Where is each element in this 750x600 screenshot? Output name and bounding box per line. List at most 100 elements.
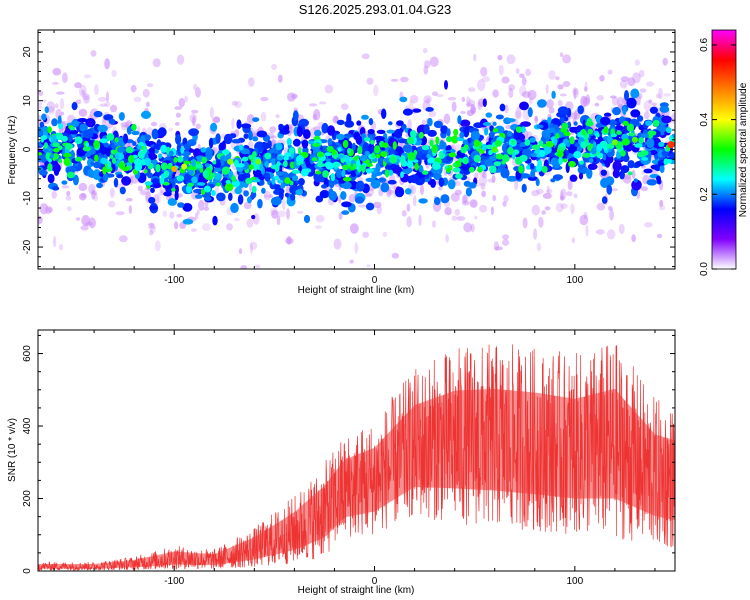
spectrogram-band-cell (380, 182, 390, 193)
spectrogram-core-cell (364, 150, 370, 157)
spectrogram-hot-cell (611, 139, 618, 146)
spectrogram-band-cell (71, 120, 79, 126)
spectrogram-halo-cell (51, 190, 57, 199)
spectrogram-core-cell (460, 146, 467, 154)
spectrogram-core-cell (352, 163, 357, 170)
spectrogram-core-cell (109, 154, 114, 159)
spectrogram-core-cell (652, 119, 660, 127)
spectrogram-x-tick-label: -100 (164, 275, 184, 286)
spectrogram-core-cell (277, 179, 284, 184)
spectrogram-halo-cell (493, 241, 499, 251)
spectrogram-core-cell (322, 170, 329, 178)
spectrogram-core-cell (188, 169, 195, 176)
spectrogram-core-cell (171, 187, 176, 192)
spectrogram-core-cell (561, 122, 569, 130)
spectrogram-core-cell (622, 120, 629, 126)
spectrogram-halo-cell (560, 203, 568, 210)
spectrogram-band-cell (633, 178, 638, 183)
spectrogram-halo-cell (610, 95, 617, 99)
spectrogram-band-cell (368, 118, 374, 126)
spectrogram-halo-cell (76, 217, 81, 221)
spectrogram-band-cell (215, 133, 221, 144)
spectrogram-band-cell (355, 134, 363, 145)
spectrogram-core-cell (311, 157, 318, 162)
spectrogram-halo-cell (174, 106, 183, 110)
spectrogram-band-cell (354, 196, 365, 204)
colorbar-tick-label: 0.4 (699, 112, 710, 126)
spectrogram-core-cell (241, 156, 249, 162)
spectrogram-band-cell (177, 202, 185, 208)
spectrogram-halo-cell (420, 183, 424, 196)
spectrogram-band-cell (231, 138, 242, 144)
spectrogram-peak-cell (667, 141, 675, 149)
spectrogram-halo-cell (364, 193, 373, 198)
spectrogram-halo-cell (445, 234, 449, 243)
spectrogram-halo-cell (468, 87, 476, 92)
spectrogram-core-cell (453, 128, 459, 136)
spectrogram-halo-cell (521, 91, 531, 98)
spectrogram-band-cell (484, 158, 493, 167)
spectrogram-core-cell (114, 137, 119, 143)
spectrogram-core-cell (559, 142, 566, 148)
spectrogram-band-cell (174, 184, 179, 194)
spectrogram-core-cell (286, 138, 292, 146)
spectrogram-band-cell (444, 80, 448, 90)
spectrogram-band-cell (485, 112, 493, 118)
spectrogram-core-cell (543, 146, 550, 152)
spectrogram-halo-cell (285, 237, 294, 245)
spectrogram-halo-cell (234, 100, 242, 109)
spectrogram-halo-cell (533, 228, 538, 240)
spectrogram-band-cell (643, 168, 653, 174)
spectrogram-band-cell (247, 196, 252, 204)
spectrogram-band-cell (637, 115, 644, 122)
spectrogram-core-cell (412, 159, 419, 163)
spectrogram-band-cell (212, 215, 218, 226)
spectrogram-core-cell (110, 149, 115, 155)
spectrogram-core-cell (455, 173, 463, 180)
spectrogram-band-cell (252, 136, 259, 142)
spectrogram-core-cell (191, 176, 198, 184)
spectrogram-core-cell (144, 157, 152, 167)
spectrogram-core-cell (47, 163, 53, 172)
spectrogram-core-cell (114, 152, 119, 160)
spectrogram-halo-cell (655, 93, 661, 99)
spectrogram-halo-cell (255, 264, 261, 269)
spectrogram-halo-cell (541, 210, 546, 215)
spectrogram-halo-cell (573, 193, 578, 199)
spectrogram-halo-cell (443, 113, 451, 125)
spectrogram-halo-cell (560, 188, 567, 200)
spectrogram-halo-cell (80, 225, 89, 231)
spectrogram-band-cell (500, 168, 510, 179)
spectrogram-core-cell (388, 169, 394, 176)
spectrogram-halo-cell (469, 199, 478, 208)
spectrogram-band-cell (193, 188, 204, 194)
spectrogram-halo-cell (596, 202, 606, 211)
spectrogram-halo-cell (631, 234, 636, 243)
spectrogram-halo-cell (109, 188, 115, 198)
spectrogram-core-cell (225, 179, 231, 185)
spectrogram-halo-cell (281, 198, 286, 210)
spectrogram-band-cell (649, 150, 658, 156)
spectrogram-core-cell (275, 142, 283, 151)
spectrogram-halo-cell (461, 200, 470, 206)
spectrogram-halo-cell (656, 233, 663, 239)
spectrogram-band-cell (147, 172, 153, 179)
spectrogram-halo-cell (481, 76, 490, 83)
spectrogram-core-cell (62, 153, 72, 158)
spectrogram-core-cell (426, 153, 432, 159)
spectrogram-core-cell (277, 155, 284, 161)
spectrogram-core-cell (364, 137, 371, 142)
spectrogram-halo-cell (192, 115, 196, 126)
spectrogram-band-cell (412, 108, 422, 113)
spectrogram-halo-cell (571, 111, 578, 119)
spectrogram-core-cell (94, 154, 99, 162)
spectrogram-core-cell (431, 144, 438, 154)
spectrogram-band-cell (649, 106, 659, 114)
spectrogram-band-cell (257, 198, 263, 209)
spectrogram-core-cell (144, 181, 153, 186)
spectrogram-band-cell (365, 202, 375, 211)
spectrogram-band-cell (462, 139, 469, 145)
spectrogram-halo-cell (62, 72, 68, 83)
spectrogram-core-cell (402, 161, 408, 167)
